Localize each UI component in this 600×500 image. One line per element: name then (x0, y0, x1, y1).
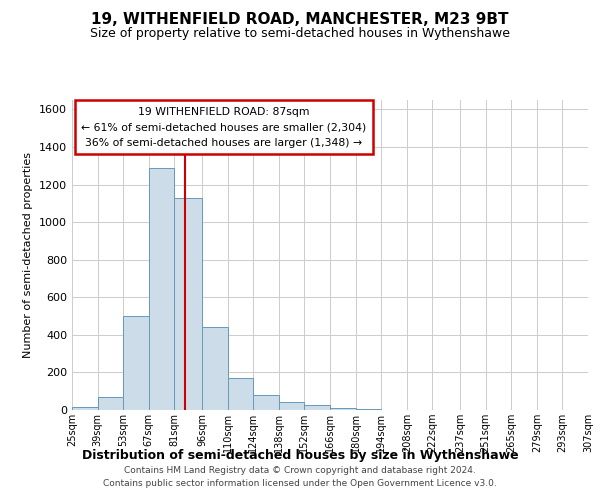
Text: 19, WITHENFIELD ROAD, MANCHESTER, M23 9BT: 19, WITHENFIELD ROAD, MANCHESTER, M23 9B… (91, 12, 509, 28)
Bar (330, 408, 356, 410)
Bar (72, 407, 98, 410)
Bar (202, 328, 227, 410)
Bar (253, 395, 279, 410)
Bar (227, 378, 253, 410)
Bar (279, 402, 304, 410)
Text: Contains HM Land Registry data © Crown copyright and database right 2024.
Contai: Contains HM Land Registry data © Crown c… (103, 466, 497, 487)
Text: Size of property relative to semi-detached houses in Wythenshawe: Size of property relative to semi-detach… (90, 28, 510, 40)
Text: Distribution of semi-detached houses by size in Wythenshawe: Distribution of semi-detached houses by … (82, 448, 518, 462)
Bar (175, 198, 202, 410)
Bar (123, 316, 149, 410)
Bar (149, 168, 175, 410)
Bar (356, 409, 381, 410)
Y-axis label: Number of semi-detached properties: Number of semi-detached properties (23, 152, 34, 358)
Bar (304, 406, 330, 410)
Bar (98, 397, 123, 410)
Text: 19 WITHENFIELD ROAD: 87sqm
← 61% of semi-detached houses are smaller (2,304)
36%: 19 WITHENFIELD ROAD: 87sqm ← 61% of semi… (81, 106, 367, 148)
